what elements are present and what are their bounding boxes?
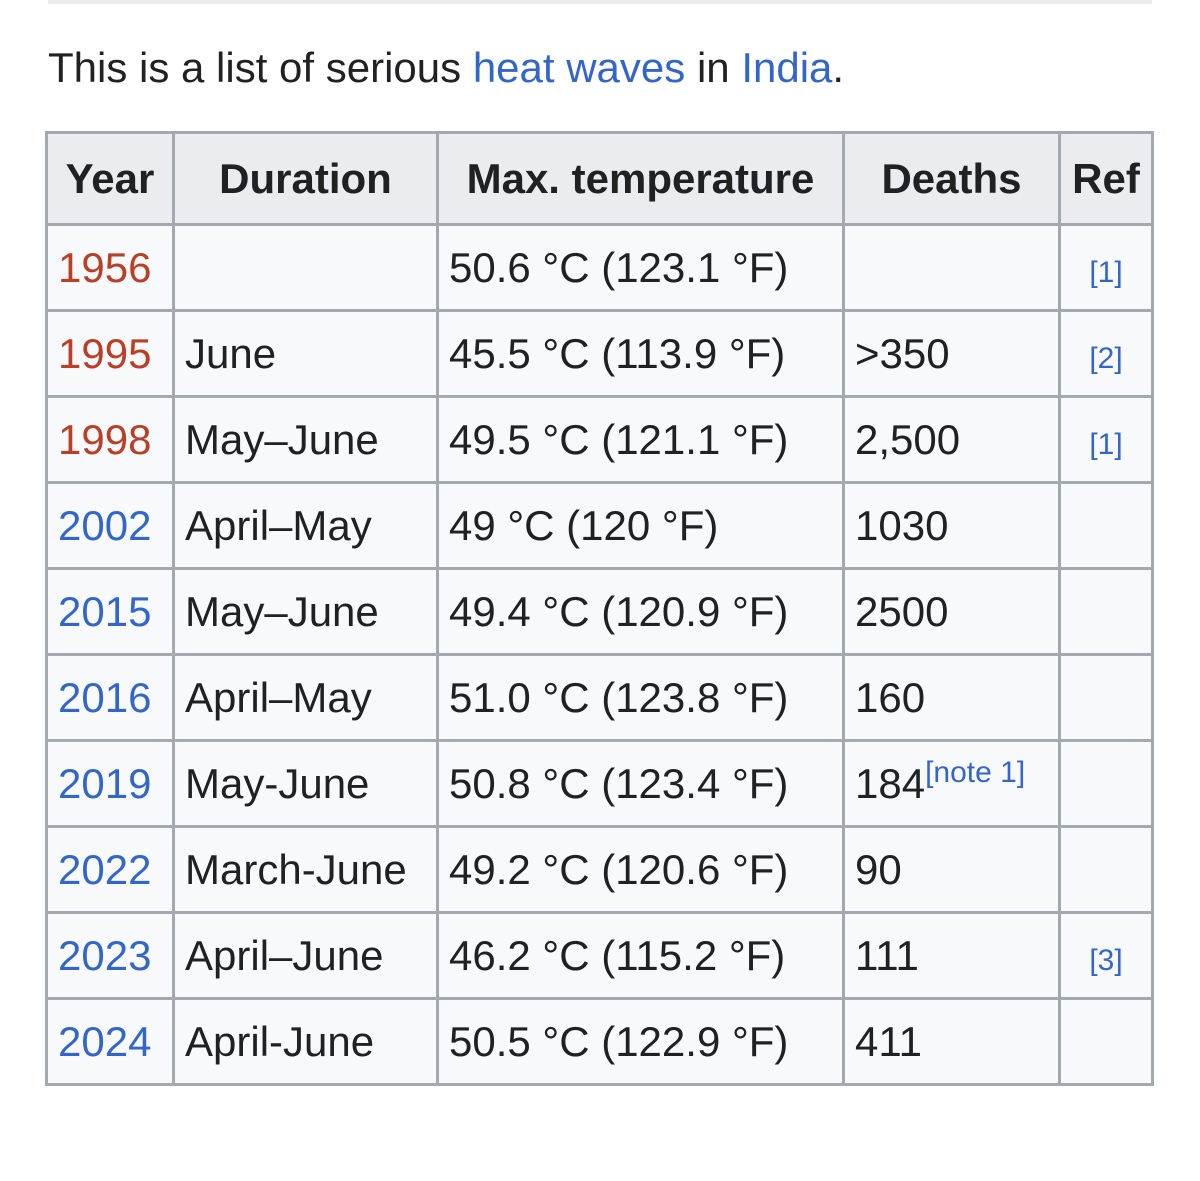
temperature-cell: 50.5 °C (122.9 °F) [436, 997, 845, 1086]
year-link[interactable]: 2016 [58, 673, 152, 721]
table-row: 2023 April–June 46.2 °C (115.2 °F) 111 [… [45, 911, 1154, 1000]
deaths-value: 184 [855, 759, 926, 807]
year-link[interactable]: 2024 [58, 1017, 152, 1065]
duration-cell: May–June [172, 567, 439, 656]
table-row: 1956 50.6 °C (123.1 °F) [1] [45, 223, 1154, 312]
table-row: 2015 May–June 49.4 °C (120.9 °F) 2500 [45, 567, 1154, 656]
deaths-value: 2500 [855, 587, 949, 635]
intro-prefix: This is a list of serious [48, 44, 473, 91]
deaths-cell: 90 [842, 825, 1061, 914]
temperature-cell: 50.8 °C (123.4 °F) [436, 739, 845, 828]
deaths-value: >350 [855, 329, 950, 377]
ref-link[interactable]: [1] [1089, 427, 1123, 461]
year-link[interactable]: 2015 [58, 587, 152, 635]
temperature-cell: 46.2 °C (115.2 °F) [436, 911, 845, 1000]
deaths-value: 411 [855, 1017, 922, 1065]
duration-cell [172, 223, 439, 312]
temperature-cell: 45.5 °C (113.9 °F) [436, 309, 845, 398]
deaths-value: 160 [855, 673, 926, 721]
table-row: 2016 April–May 51.0 °C (123.8 °F) 160 [45, 653, 1154, 742]
deaths-cell: 411 [842, 997, 1061, 1086]
deaths-value: 90 [855, 845, 902, 893]
table-row: 1995 June 45.5 °C (113.9 °F) >350 [2] [45, 309, 1154, 398]
year-link[interactable]: 1995 [58, 329, 152, 377]
deaths-cell [842, 223, 1061, 312]
header-year[interactable]: Year [45, 131, 175, 226]
deaths-cell: 184[note 1] [842, 739, 1061, 828]
deaths-value: 2,500 [855, 415, 961, 463]
duration-cell: June [172, 309, 439, 398]
year-link[interactable]: 2002 [58, 501, 152, 549]
deaths-cell: 2,500 [842, 395, 1061, 484]
deaths-cell: 2500 [842, 567, 1061, 656]
header-duration[interactable]: Duration [172, 131, 439, 226]
duration-cell: April–May [172, 653, 439, 742]
deaths-value: 111 [855, 931, 919, 979]
temperature-cell: 51.0 °C (123.8 °F) [436, 653, 845, 742]
duration-cell: April–June [172, 911, 439, 1000]
duration-cell: May–June [172, 395, 439, 484]
heat-waves-table: Year Duration Max. temperature Deaths Re… [45, 131, 1154, 1086]
temperature-cell: 50.6 °C (123.1 °F) [436, 223, 845, 312]
ref-link[interactable]: [3] [1089, 943, 1123, 977]
header-ref[interactable]: Ref [1058, 131, 1154, 226]
duration-cell: April-June [172, 997, 439, 1086]
year-link[interactable]: 2019 [58, 759, 152, 807]
heat-waves-link[interactable]: heat waves [472, 44, 686, 91]
temperature-cell: 49 °C (120 °F) [436, 481, 845, 570]
duration-cell: March-June [172, 825, 439, 914]
deaths-cell: 111 [842, 911, 1061, 1000]
header-deaths[interactable]: Deaths [842, 131, 1061, 226]
year-link[interactable]: 1998 [58, 415, 152, 463]
deaths-cell: >350 [842, 309, 1061, 398]
duration-cell: April–May [172, 481, 439, 570]
table-row: 2024 April-June 50.5 °C (122.9 °F) 411 [45, 997, 1154, 1086]
temperature-cell: 49.5 °C (121.1 °F) [436, 395, 845, 484]
table-row: 1998 May–June 49.5 °C (121.1 °F) 2,500 [… [45, 395, 1154, 484]
year-link[interactable]: 2023 [58, 931, 152, 979]
year-link[interactable]: 1956 [58, 243, 152, 291]
table-row: 2002 April–May 49 °C (120 °F) 1030 [45, 481, 1154, 570]
temperature-cell: 49.4 °C (120.9 °F) [436, 567, 845, 656]
year-link[interactable]: 2022 [58, 845, 152, 893]
deaths-cell: 1030 [842, 481, 1061, 570]
table-row: 2019 May-June 50.8 °C (123.4 °F) 184[not… [45, 739, 1154, 828]
temperature-cell: 49.2 °C (120.6 °F) [436, 825, 845, 914]
table-row: 2022 March-June 49.2 °C (120.6 °F) 90 [45, 825, 1154, 914]
deaths-cell: 160 [842, 653, 1061, 742]
header-max-temperature[interactable]: Max. temperature [436, 131, 845, 226]
india-link[interactable]: India [741, 44, 833, 91]
deaths-value: 1030 [855, 501, 949, 549]
intro-middle: in [685, 44, 742, 91]
intro-paragraph: This is a list of serious heat waves in … [48, 40, 844, 96]
top-divider [48, 0, 1152, 4]
intro-suffix: . [832, 44, 845, 91]
ref-link[interactable]: [1] [1089, 255, 1123, 289]
duration-cell: May-June [172, 739, 439, 828]
table-header-row: Year Duration Max. temperature Deaths Re… [45, 131, 1154, 226]
ref-link[interactable]: [2] [1089, 341, 1123, 375]
note-link[interactable]: [note 1] [925, 755, 1026, 789]
